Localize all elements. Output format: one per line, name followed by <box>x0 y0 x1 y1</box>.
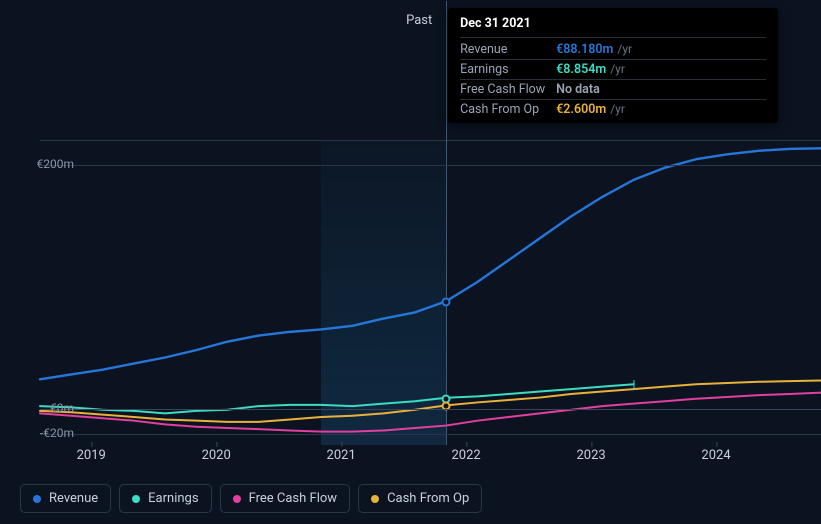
gridline <box>40 165 821 166</box>
x-tick-label: 2019 <box>77 448 106 463</box>
plot-region[interactable]: Past Analysts Forecasts <box>40 140 821 445</box>
tooltip-value: €8.854m <box>556 62 606 77</box>
tooltip-label: Revenue <box>460 42 556 57</box>
legend-label: Earnings <box>148 491 198 506</box>
gridline <box>40 434 821 435</box>
legend-swatch <box>33 495 41 503</box>
x-tick-label: 2022 <box>451 448 480 463</box>
past-label: Past <box>406 13 432 28</box>
legend-item-revenue[interactable]: Revenue <box>20 484 111 513</box>
legend-swatch <box>132 495 140 503</box>
legend-swatch <box>371 495 379 503</box>
tooltip-label: Cash From Op <box>460 102 556 117</box>
legend-label: Cash From Op <box>387 491 469 506</box>
tooltip-unit: /yr <box>610 102 625 116</box>
tooltip-unit: /yr <box>617 42 632 56</box>
series-line-revenue <box>40 148 821 379</box>
tooltip-row-revenue: Revenue€88.180m/yr <box>460 40 766 60</box>
legend: Revenue Earnings Free Cash Flow Cash From O… <box>20 484 482 513</box>
y-tick-label: €200m <box>37 157 75 171</box>
tooltip-row-fcf: Free Cash FlowNo data <box>460 80 766 100</box>
hover-tooltip: Dec 31 2021 Revenue€88.180m/yrEarnings€8… <box>448 8 778 123</box>
x-tick-label: 2024 <box>701 448 730 463</box>
x-tick-label: 2020 <box>202 448 231 463</box>
y-tick-label: -€20m <box>40 426 74 440</box>
legend-item-cfo[interactable]: Cash From Op <box>358 484 482 513</box>
tooltip-label: Earnings <box>460 62 556 77</box>
chart-lines <box>40 141 821 445</box>
tooltip-unit: /yr <box>610 62 625 76</box>
x-axis-labels: 2019 2020 2021 2022 2023 2024 <box>40 448 821 470</box>
x-tick-label: 2023 <box>576 448 605 463</box>
legend-label: Free Cash Flow <box>249 491 337 506</box>
chart-area: Past Analysts Forecasts €200m €0m -€20m 20… <box>20 0 821 470</box>
tooltip-row-cfo: Cash From Op€2.600m/yr <box>460 100 766 119</box>
tooltip-value: €2.600m <box>556 102 606 117</box>
series-end-earnings <box>633 380 634 390</box>
y-axis-labels: €200m €0m -€20m <box>20 0 80 470</box>
tooltip-row-earnings: Earnings€8.854m/yr <box>460 60 766 80</box>
series-line-cfo <box>40 381 821 422</box>
y-tick-label: €0m <box>50 401 74 415</box>
legend-item-fcf[interactable]: Free Cash Flow <box>220 484 350 513</box>
legend-item-earnings[interactable]: Earnings <box>119 484 211 513</box>
tooltip-date: Dec 31 2021 <box>460 16 766 38</box>
legend-label: Revenue <box>49 491 98 506</box>
tooltip-label: Free Cash Flow <box>460 82 556 97</box>
x-tick-label: 2021 <box>327 448 356 463</box>
gridline <box>40 409 821 410</box>
tooltip-value: €88.180m <box>556 42 613 57</box>
legend-swatch <box>233 495 241 503</box>
tooltip-value: No data <box>556 82 600 97</box>
